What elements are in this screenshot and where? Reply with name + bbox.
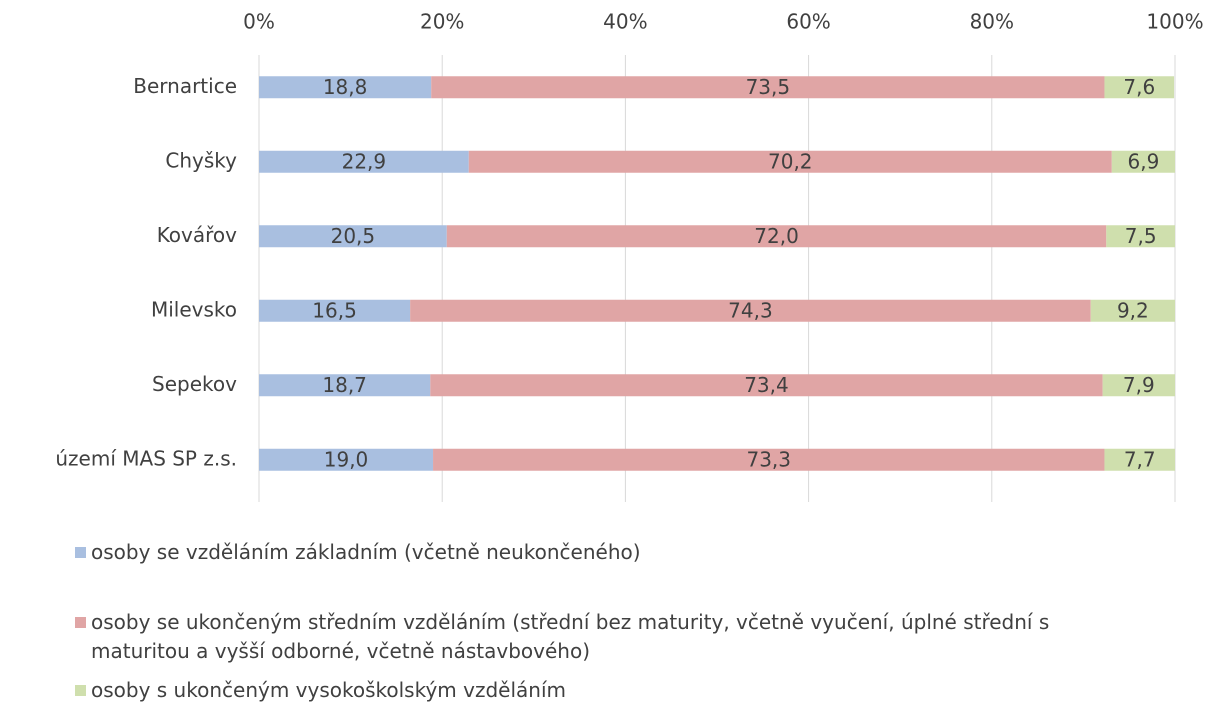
legend-item: osoby se ukončeným středním vzděláním (s… (75, 608, 1145, 666)
legend-item: osoby se vzděláním základním (včetně neu… (75, 538, 1145, 567)
data-label: 18,8 (323, 75, 368, 99)
data-label: 19,0 (324, 447, 369, 471)
x-tick-label: 100% (1146, 10, 1203, 34)
bar-segment (1104, 448, 1175, 471)
y-tick-label: území MAS SP z.s. (55, 446, 237, 470)
legend-swatch (75, 547, 86, 558)
bar-segment (430, 374, 1103, 397)
data-label: 18,7 (322, 373, 367, 397)
data-label: 16,5 (312, 298, 357, 322)
bar-segment (259, 374, 431, 397)
data-label: 22,9 (342, 149, 387, 173)
data-label: 7,9 (1123, 373, 1155, 397)
legend-label: osoby s ukončeným vysokoškolským vzdělán… (91, 678, 567, 702)
bar-segment (446, 225, 1107, 248)
y-tick-label: Chyšky (165, 148, 237, 172)
data-label: 7,5 (1125, 224, 1157, 248)
data-label: 72,0 (754, 224, 799, 248)
legend-swatch (75, 617, 86, 628)
bar-segment (433, 448, 1105, 471)
legend-swatch (75, 685, 86, 696)
data-label: 9,2 (1117, 298, 1149, 322)
bar-segment (259, 150, 469, 173)
data-label: 7,7 (1124, 447, 1156, 471)
data-label: 73,4 (744, 373, 789, 397)
bar-segment (259, 76, 432, 99)
data-label: 7,6 (1123, 75, 1155, 99)
y-tick-label: Bernartice (133, 74, 237, 98)
data-label: 20,5 (331, 224, 376, 248)
y-tick-label: Kovářov (157, 223, 237, 247)
x-tick-label: 60% (786, 10, 830, 34)
bar-segment (1090, 299, 1175, 322)
x-tick-label: 80% (970, 10, 1014, 34)
x-tick-label: 0% (243, 10, 275, 34)
bar-segment (1104, 76, 1175, 99)
bar-segment (431, 76, 1105, 99)
bar-segment (259, 299, 411, 322)
bar-segment (259, 225, 447, 248)
bar-segment (468, 150, 1112, 173)
bar-segment (1102, 374, 1175, 397)
data-label: 6,9 (1127, 149, 1159, 173)
y-tick-label: Sepekov (152, 372, 237, 396)
data-label: 70,2 (768, 149, 813, 173)
data-label: 73,5 (746, 75, 791, 99)
y-tick-label: Milevsko (151, 297, 237, 321)
data-label: 74,3 (728, 298, 773, 322)
legend-item: osoby s ukončeným vysokoškolským vzdělán… (75, 676, 1145, 705)
x-tick-label: 40% (603, 10, 647, 34)
legend-label: osoby se ukončeným středním vzděláním (s… (91, 610, 1050, 663)
x-tick-label: 20% (420, 10, 464, 34)
bar-segment (1111, 150, 1175, 173)
bar-segment (410, 299, 1091, 322)
legend-label: osoby se vzděláním základním (včetně neu… (91, 540, 641, 564)
bar-segment (1106, 225, 1175, 248)
data-label: 73,3 (746, 447, 791, 471)
bar-segment (259, 448, 434, 471)
